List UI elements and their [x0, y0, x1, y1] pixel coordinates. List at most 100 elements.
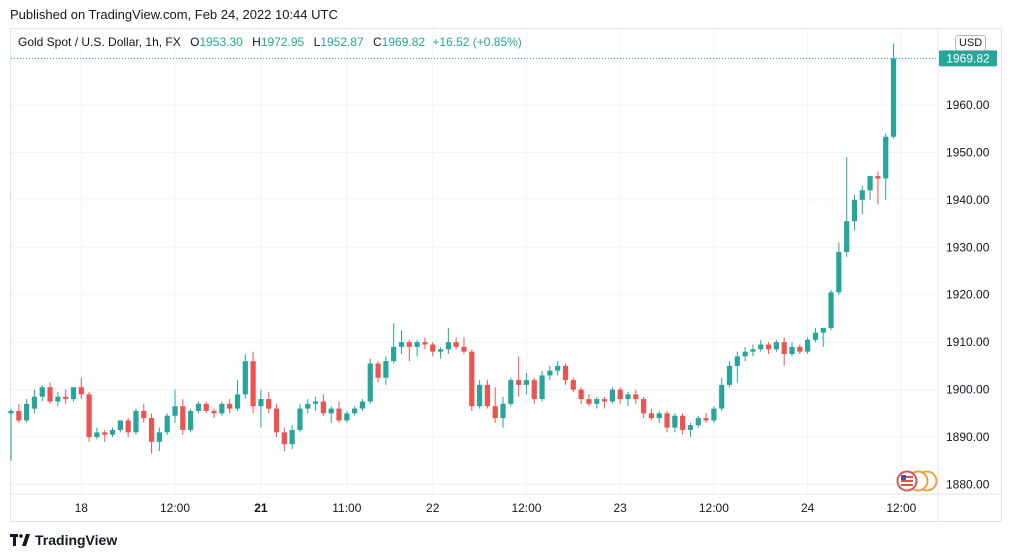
- candle-body: [70, 387, 77, 400]
- candle-body: [734, 356, 740, 366]
- x-tick-label: 21: [254, 501, 268, 515]
- candle-body: [633, 394, 639, 400]
- candle-body: [305, 403, 311, 409]
- candle-body: [625, 394, 631, 400]
- candle-body: [594, 399, 600, 404]
- flags-icon[interactable]: [896, 470, 940, 492]
- candle-body: [719, 384, 725, 409]
- candle-body: [133, 410, 139, 433]
- candle-body: [156, 432, 162, 442]
- x-tick-label: 12:00: [160, 501, 190, 515]
- candle-body: [227, 403, 233, 409]
- candle-body: [477, 384, 483, 407]
- candle-body: [453, 342, 459, 347]
- candle-body: [8, 410, 14, 414]
- open-label: O: [190, 35, 200, 49]
- candle-body: [109, 429, 116, 435]
- y-tick-label: 1960.00: [946, 98, 990, 112]
- change-value: +16.52 (+0.85%): [432, 35, 522, 49]
- candle-body: [359, 401, 366, 409]
- candle-body: [656, 413, 662, 419]
- candle-body: [281, 432, 287, 445]
- candle-body: [875, 176, 881, 179]
- y-tick-label: 1890.00: [946, 430, 990, 444]
- x-tick-label: 11:00: [332, 501, 361, 515]
- high-value: 1972.95: [260, 35, 305, 49]
- candle-body: [398, 342, 405, 347]
- close-value: 1969.82: [381, 35, 426, 49]
- x-axis: 18 12:00 21 11:00 22 12:00 23 12:00 24 12:00: [75, 501, 917, 515]
- candle-body: [94, 432, 100, 438]
- currency-button[interactable]: USD: [955, 35, 987, 51]
- candle-body: [125, 420, 131, 433]
- candle-body: [890, 58, 897, 137]
- x-tick-label: 12:00: [511, 501, 541, 515]
- candle-body: [172, 406, 178, 416]
- candle-body: [742, 351, 748, 357]
- candle-body: [141, 410, 147, 419]
- candle-body: [695, 418, 701, 426]
- candle-body: [492, 406, 498, 419]
- candle-body: [437, 349, 444, 352]
- last-price-label: 1969.82: [946, 51, 990, 65]
- candle-body: [406, 342, 412, 347]
- candle-body: [273, 408, 280, 433]
- candle-body: [250, 361, 256, 407]
- candle-body: [601, 399, 608, 402]
- candle-body: [430, 344, 436, 352]
- y-tick-label: 1880.00: [946, 478, 990, 492]
- candle-body: [773, 342, 779, 350]
- candle-body: [422, 342, 428, 345]
- candle-body: [867, 176, 873, 191]
- candle-body: [375, 363, 381, 378]
- x-tick-label: 12:00: [699, 501, 729, 515]
- candle-body: [16, 410, 22, 421]
- candle-body: [102, 432, 108, 435]
- candle-body: [578, 389, 584, 400]
- candle-body: [789, 346, 795, 355]
- candle-body: [586, 399, 592, 404]
- candle-body: [39, 387, 45, 397]
- candle-body: [414, 342, 420, 347]
- candle-body: [328, 408, 334, 414]
- published-caption: Published on TradingView.com, Feb 24, 20…: [10, 7, 338, 22]
- candle-body: [531, 380, 537, 400]
- brand-name[interactable]: TradingView: [35, 532, 118, 548]
- y-tick-label: 1900.00: [946, 383, 990, 397]
- close-label: C: [373, 35, 382, 49]
- candle-body: [555, 365, 561, 371]
- symbol-name[interactable]: Gold Spot / U.S. Dollar, 1h, FX: [18, 35, 181, 49]
- candle-body: [859, 190, 865, 200]
- candle-body: [391, 346, 397, 362]
- candle-body: [289, 429, 295, 445]
- candle-body: [78, 387, 84, 395]
- candle-body: [508, 380, 514, 404]
- symbol-legend: Gold Spot / U.S. Dollar, 1h, FX O1953.30…: [18, 35, 522, 49]
- candle-body: [195, 403, 202, 411]
- candle-body: [844, 221, 850, 253]
- candle-body: [836, 252, 842, 293]
- x-tick-label: 24: [801, 501, 815, 515]
- candle-body: [320, 401, 326, 414]
- candle-body: [211, 410, 217, 414]
- candle-body: [461, 346, 467, 352]
- low-label: L: [313, 35, 321, 49]
- candle-body: [726, 365, 733, 385]
- candle-body: [500, 403, 506, 419]
- candle-body: [680, 415, 686, 430]
- candle-body: [180, 406, 186, 430]
- y-tick-label: 1920.00: [946, 288, 990, 302]
- candle-body: [609, 389, 615, 402]
- candle-body: [523, 380, 530, 385]
- x-tick-label: 23: [614, 501, 628, 515]
- candle-body: [31, 396, 38, 409]
- candle-body: [672, 415, 678, 428]
- candle-body: [484, 384, 491, 407]
- candles: [8, 43, 938, 461]
- candle-body: [63, 396, 69, 400]
- candle-body: [781, 342, 787, 355]
- candle-body: [367, 363, 373, 402]
- candle-body: [828, 292, 834, 328]
- low-value: 1952.87: [320, 35, 364, 49]
